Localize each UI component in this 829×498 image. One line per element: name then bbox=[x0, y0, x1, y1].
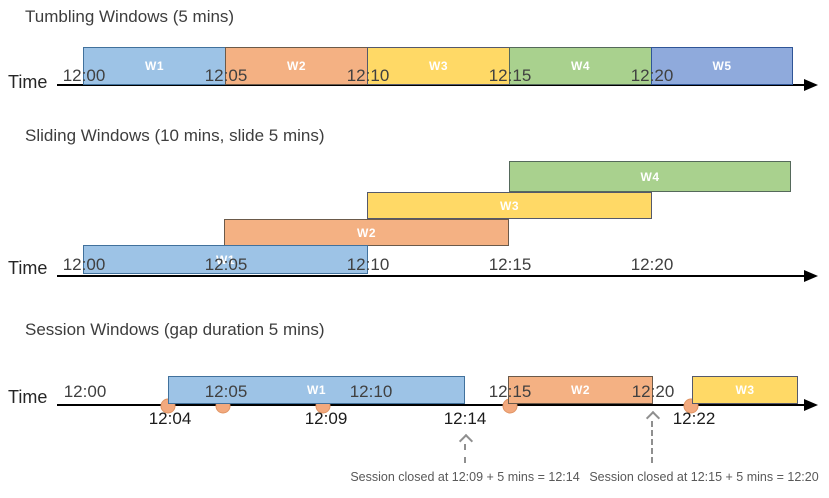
dashed-up-arrow-icon bbox=[458, 433, 474, 449]
session-time-axis bbox=[57, 404, 806, 406]
window-label: W4 bbox=[571, 59, 590, 73]
tick-label: 12:05 bbox=[204, 382, 248, 401]
tick-label: 12:10 bbox=[346, 255, 390, 274]
tick-label: 12:15 bbox=[488, 255, 532, 274]
window-label: W1 bbox=[307, 383, 326, 397]
tick-label: 12:10 bbox=[349, 382, 393, 401]
sliding-window-w4: W4 bbox=[509, 161, 791, 192]
window-label: W3 bbox=[500, 198, 519, 213]
sliding-window-w2: W2 bbox=[224, 219, 509, 246]
tumbling-window-w5: W5 bbox=[651, 47, 793, 85]
tick-label: 12:20 bbox=[630, 66, 674, 85]
session-title: Session Windows (gap duration 5 mins) bbox=[25, 320, 325, 339]
tick-label: 12:20 bbox=[631, 382, 675, 401]
dashed-arrow-line bbox=[651, 421, 653, 463]
tumbling-axis-arrow-icon bbox=[804, 79, 818, 91]
sliding-time-label: Time bbox=[8, 258, 48, 278]
session-axis-arrow-icon bbox=[804, 399, 818, 411]
tick-label: 12:05 bbox=[204, 66, 248, 85]
session-closed-note-2: Session closed at 12:15 + 5 mins = 12:20 bbox=[589, 470, 819, 484]
window-label: W3 bbox=[735, 383, 755, 397]
session-window-w1: W1 bbox=[168, 376, 465, 404]
window-label: W2 bbox=[571, 383, 590, 397]
dashed-arrow-line bbox=[464, 444, 466, 463]
session-time-label: Time bbox=[8, 387, 48, 407]
session-closed-note-1: Session closed at 12:09 + 5 mins = 12:14 bbox=[350, 470, 580, 484]
window-label: W2 bbox=[357, 225, 376, 240]
tick-label: 12:20 bbox=[630, 255, 674, 274]
window-label: W3 bbox=[429, 59, 448, 73]
tick-label: 12:05 bbox=[204, 255, 248, 274]
tumbling-time-label: Time bbox=[8, 72, 48, 92]
tick-label: 12:00 bbox=[62, 66, 106, 85]
sliding-window-w3: W3 bbox=[367, 192, 652, 219]
window-label: W5 bbox=[712, 59, 732, 73]
event-time-label: 12:22 bbox=[672, 409, 716, 428]
window-label: W1 bbox=[216, 252, 235, 267]
tick-label: 12:15 bbox=[488, 66, 532, 85]
event-time-label: 12:09 bbox=[304, 409, 348, 428]
tick-label: 12:00 bbox=[62, 255, 106, 274]
session-window-w2: W2 bbox=[508, 376, 653, 404]
event-time-label: 12:14 bbox=[443, 409, 487, 428]
sliding-time-axis bbox=[57, 275, 806, 277]
dashed-up-arrow-icon bbox=[645, 410, 661, 426]
tumbling-title: Tumbling Windows (5 mins) bbox=[25, 7, 235, 26]
window-label: W2 bbox=[287, 59, 306, 73]
tumbling-window-w2: W2 bbox=[225, 47, 368, 85]
sliding-title: Sliding Windows (10 mins, slide 5 mins) bbox=[25, 126, 325, 145]
window-label: W4 bbox=[640, 169, 660, 184]
window-label: W1 bbox=[145, 59, 164, 73]
sliding-window-w1: W1 bbox=[83, 245, 368, 274]
tick-label: 12:15 bbox=[488, 382, 532, 401]
tumbling-window-w3: W3 bbox=[367, 47, 510, 85]
tick-label: 12:10 bbox=[346, 66, 390, 85]
session-window-w3: W3 bbox=[692, 376, 798, 404]
tumbling-window-w1: W1 bbox=[83, 47, 226, 85]
tick-label: 12:00 bbox=[63, 382, 107, 401]
tumbling-time-axis bbox=[57, 84, 806, 86]
sliding-axis-arrow-icon bbox=[804, 270, 818, 282]
event-time-label: 12:04 bbox=[148, 409, 192, 428]
